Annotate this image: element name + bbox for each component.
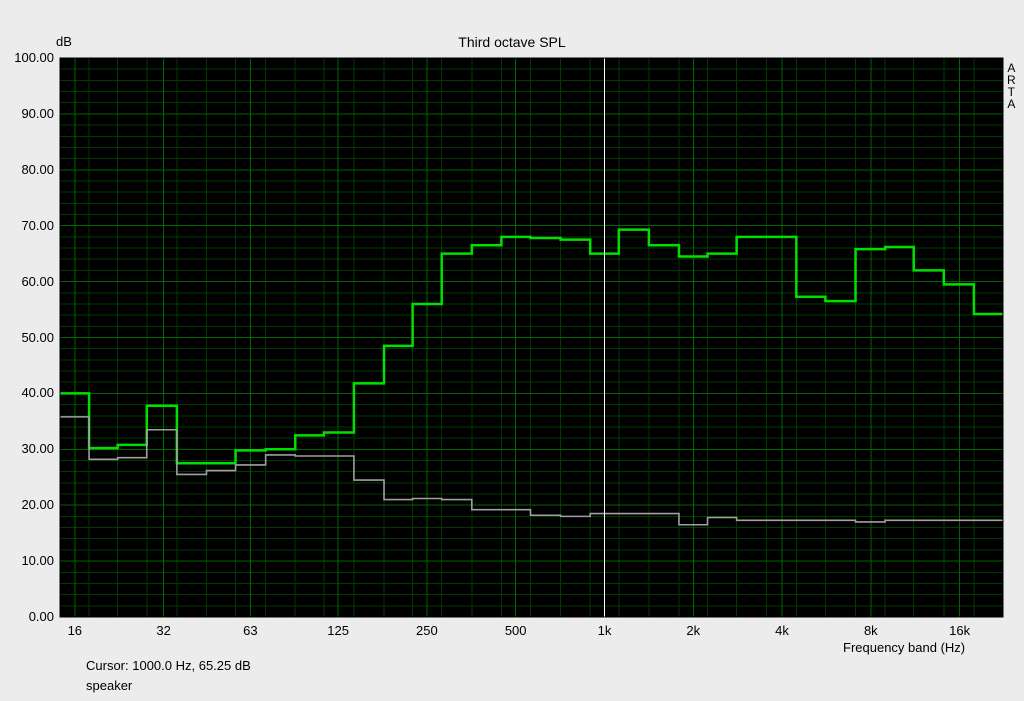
x-tick-label: 500	[496, 623, 536, 638]
x-tick-label: 250	[407, 623, 447, 638]
x-tick-label: 4k	[762, 623, 802, 638]
y-tick-label: 10.00	[21, 553, 54, 568]
chart-title: Third octave SPL	[0, 34, 1024, 50]
arta-watermark: ARTA	[1007, 62, 1016, 110]
y-axis-label: dB	[56, 34, 72, 49]
cursor-readout: Cursor: 1000.0 Hz, 65.25 dB	[86, 658, 251, 673]
x-tick-label: 8k	[851, 623, 891, 638]
y-tick-label: 70.00	[21, 218, 54, 233]
x-tick-label: 16	[55, 623, 95, 638]
y-tick-label: 60.00	[21, 274, 54, 289]
x-tick-label: 16k	[940, 623, 980, 638]
x-tick-label: 2k	[673, 623, 713, 638]
y-tick-label: 50.00	[21, 330, 54, 345]
y-tick-label: 20.00	[21, 497, 54, 512]
y-tick-label: 30.00	[21, 441, 54, 456]
x-tick-label: 32	[144, 623, 184, 638]
y-tick-label: 0.00	[29, 609, 54, 624]
x-axis-label: Frequency band (Hz)	[843, 640, 965, 655]
x-tick-label: 1k	[584, 623, 624, 638]
y-tick-label: 80.00	[21, 162, 54, 177]
spl-chart	[0, 0, 1024, 701]
subtitle: speaker	[86, 678, 132, 693]
y-tick-label: 100.00	[14, 50, 54, 65]
y-tick-label: 40.00	[21, 385, 54, 400]
x-tick-label: 63	[230, 623, 270, 638]
x-tick-label: 125	[318, 623, 358, 638]
y-tick-label: 90.00	[21, 106, 54, 121]
